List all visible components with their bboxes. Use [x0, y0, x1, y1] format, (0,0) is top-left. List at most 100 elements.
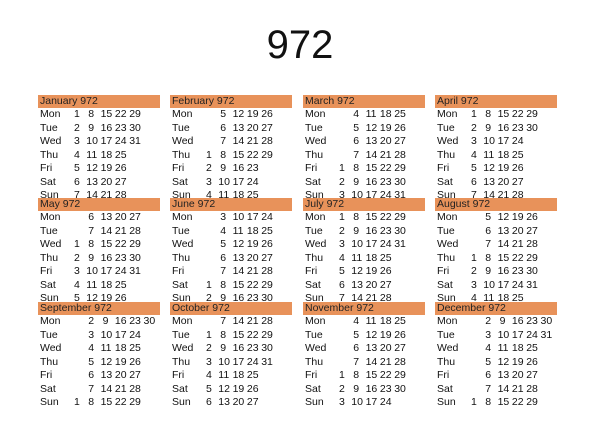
day-number: 14	[365, 148, 378, 161]
day-number: 28	[129, 382, 141, 395]
weekday-label: Thu	[437, 148, 456, 161]
day-number: 11	[365, 315, 377, 327]
weekday-row: Wed 4 11 18 25	[435, 342, 557, 356]
day-number: 17	[100, 265, 113, 277]
day-number: 11	[351, 251, 363, 264]
weekday-row: Sat 4 11 18 25	[38, 279, 160, 293]
weekday-label: Wed	[172, 238, 194, 250]
day-number: 17	[114, 328, 127, 341]
day-number: 18	[246, 224, 259, 237]
weekday-label: Wed	[172, 342, 194, 354]
day-number: 1	[74, 108, 80, 120]
day-number: 5	[206, 382, 212, 395]
day-number: 12	[232, 108, 245, 120]
day-number: 30	[261, 342, 273, 354]
year-title: 972	[266, 23, 334, 67]
weekday-row: Tue 1 8 15 22 29	[170, 329, 292, 343]
weekday-row: Mon 5 12 19 26	[435, 211, 557, 225]
weekday-label: Sat	[172, 278, 188, 291]
weekday-label: Fri	[40, 265, 53, 277]
weekday-label: Tue	[437, 224, 455, 237]
day-number: 7	[74, 189, 80, 201]
day-number: 3	[206, 175, 212, 188]
day-number: 29	[129, 108, 141, 120]
weekday-label: Sun	[437, 396, 456, 408]
day-number: 19	[100, 162, 113, 174]
day-number: 3	[74, 265, 80, 277]
day-number: 8	[485, 396, 492, 408]
day-number: 31	[129, 265, 141, 277]
day-number: 7	[353, 148, 360, 161]
day-number: 9	[499, 315, 506, 327]
day-number: 29	[261, 328, 273, 341]
day-number: 27	[379, 278, 392, 291]
day-number: 13	[483, 175, 495, 188]
day-number: 7	[220, 315, 227, 327]
day-number: 18	[365, 251, 378, 264]
weekday-label: Tue	[437, 121, 455, 134]
day-number: 29	[129, 396, 141, 408]
day-number: 19	[114, 355, 127, 368]
day-number: 22	[511, 251, 524, 264]
day-number: 9	[102, 315, 109, 327]
day-number: 14	[232, 265, 245, 277]
weekday-row: Fri 5 12 19 26	[435, 162, 557, 176]
day-number: 20	[100, 175, 113, 188]
month-april: April 972 Mon 1 8 15 22 29 Tue 2 9 16 23 30 Wed 3 10 17 2…	[435, 95, 557, 203]
month-header: August 972	[435, 198, 557, 211]
day-number: 2	[206, 292, 212, 304]
day-number: 11	[483, 148, 495, 161]
weekday-label: Thu	[172, 355, 191, 368]
day-number: 8	[220, 278, 227, 291]
day-number: 7	[88, 382, 95, 395]
day-number: 10	[483, 135, 495, 147]
weekday-row: Mon 6 13 20 27	[38, 211, 160, 225]
day-number: 10	[232, 211, 245, 223]
day-number: 15	[100, 108, 113, 120]
day-number: 12	[100, 355, 113, 368]
day-number: 10	[86, 135, 98, 147]
day-number: 28	[114, 189, 127, 201]
weekday-label: Wed	[305, 238, 327, 250]
day-number: 20	[114, 369, 127, 381]
day-number: 23	[246, 342, 259, 354]
day-number: 22	[379, 162, 392, 174]
day-number: 4	[74, 148, 80, 161]
day-number: 16	[100, 121, 113, 134]
weekday-row: Thu 5 12 19 26	[38, 356, 160, 370]
weekday-row: Tue 6 13 20 27	[170, 122, 292, 136]
weekday-label: Mon	[437, 108, 458, 120]
day-number: 31	[129, 135, 141, 147]
weekday-label: Thu	[172, 251, 191, 264]
weekday-label: Sat	[172, 175, 188, 188]
day-number: 2	[485, 315, 492, 327]
day-number: 23	[246, 292, 259, 304]
day-number: 6	[206, 396, 212, 408]
day-number: 24	[379, 396, 392, 408]
weekday-label: Tue	[172, 328, 190, 341]
weekday-row: Fri 4 11 18 25	[170, 369, 292, 383]
month-header: February 972	[170, 95, 292, 108]
day-number: 3	[485, 328, 492, 341]
weekday-row: Wed 6 13 20 27	[303, 342, 425, 356]
month-may: May 972 Mon 6 13 20 27 Tue 7 14 21 28 Wed 1 8 15 22 29 Th…	[38, 198, 160, 306]
day-number: 14	[86, 189, 98, 201]
weekday-row: Sat 5 12 19 26	[170, 383, 292, 397]
day-number: 14	[497, 382, 510, 395]
weekday-row: Sat 6 13 20 27	[38, 176, 160, 190]
weekday-label: Sat	[40, 278, 56, 291]
day-number: 29	[394, 369, 406, 381]
weekday-label: Fri	[172, 369, 185, 381]
weekday-row: Mon 5 12 19 26	[170, 108, 292, 122]
day-number: 12	[86, 162, 98, 174]
month-june: June 972 Mon 3 10 17 24 Tue 4 11 18 25 Wed 5 12 19 26 Th…	[170, 198, 292, 306]
day-number: 12	[351, 265, 363, 277]
day-number: 22	[114, 396, 127, 408]
month-header: October 972	[170, 302, 292, 315]
day-number: 25	[394, 315, 406, 327]
day-number: 3	[471, 135, 477, 147]
weekday-row: Tue 6 13 20 27	[435, 225, 557, 239]
weekday-label: Mon	[305, 108, 326, 120]
weekday-row: Wed 5 12 19 26	[170, 238, 292, 252]
weekday-row: Wed 6 13 20 27	[303, 135, 425, 149]
